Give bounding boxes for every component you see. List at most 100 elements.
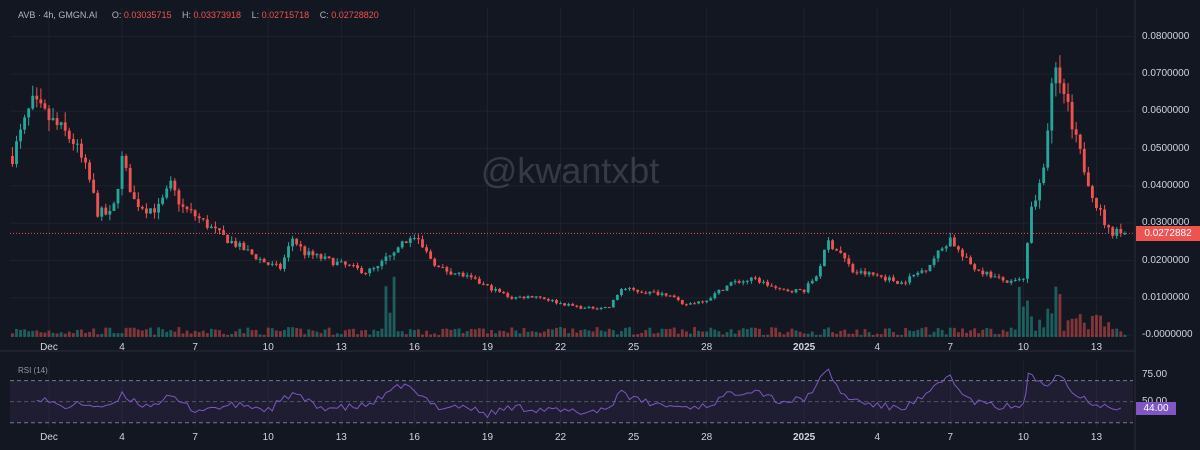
- volume-bar: [892, 332, 895, 337]
- close-key: C:: [319, 10, 329, 20]
- volume-bar: [67, 331, 71, 337]
- rsi-x-tick-label: 22: [554, 432, 567, 443]
- candle: [559, 303, 562, 305]
- candle: [1058, 67, 1062, 84]
- x-tick-label: Dec: [40, 342, 58, 353]
- volume-bar: [932, 331, 936, 337]
- candle: [786, 289, 790, 292]
- volume-bar: [287, 327, 290, 337]
- volume-bar: [648, 327, 652, 337]
- volume-bar: [136, 329, 140, 337]
- candle: [364, 273, 368, 275]
- volume-bar: [347, 329, 351, 337]
- volume-bar: [494, 333, 497, 337]
- candle: [226, 234, 230, 243]
- volume-bar: [981, 329, 985, 337]
- volume-bar: [1021, 306, 1025, 337]
- candle: [433, 258, 437, 266]
- candle: [453, 273, 457, 275]
- volume-bar: [575, 332, 579, 337]
- candle: [498, 288, 502, 292]
- candle: [128, 167, 132, 193]
- x-tick-label: 4: [119, 342, 125, 353]
- candle: [867, 272, 871, 275]
- volume-bar: [1054, 286, 1058, 337]
- candle: [713, 293, 717, 299]
- volume-bar: [376, 330, 380, 337]
- candle: [124, 155, 128, 168]
- candle: [31, 95, 35, 109]
- volume-bar: [1086, 329, 1090, 337]
- candle: [680, 300, 684, 305]
- volume-bar: [896, 334, 899, 337]
- candle: [43, 103, 47, 109]
- candle: [514, 297, 518, 299]
- candle: [628, 287, 631, 289]
- candle: [1026, 242, 1029, 279]
- volume-bar: [835, 333, 839, 337]
- volume-bar: [1066, 320, 1070, 337]
- candle: [672, 295, 676, 298]
- candle: [327, 256, 331, 258]
- candle: [981, 270, 985, 275]
- candle: [887, 277, 891, 281]
- candle: [291, 238, 294, 247]
- volume-bar: [887, 328, 891, 337]
- volume-bar: [1042, 327, 1046, 337]
- rsi-x-tick-label: 10: [1017, 432, 1029, 443]
- candle: [100, 207, 104, 217]
- candle: [486, 284, 489, 286]
- volume-bar: [818, 334, 822, 337]
- candle: [331, 257, 335, 266]
- volume-bar: [944, 334, 948, 337]
- candle: [879, 275, 883, 277]
- volume-bar: [441, 328, 445, 337]
- candle: [218, 228, 221, 231]
- volume-bar: [977, 333, 981, 337]
- candle: [165, 188, 169, 198]
- volume-bar: [266, 327, 270, 337]
- candle: [977, 269, 981, 271]
- volume-bar: [948, 327, 952, 337]
- volume-bar: [396, 331, 400, 337]
- volume-bar: [104, 327, 108, 337]
- high-value: 0.03373918: [193, 10, 242, 20]
- volume-bar: [352, 328, 355, 337]
- candle: [283, 257, 286, 269]
- candle: [806, 283, 810, 293]
- volume-bar: [165, 331, 169, 337]
- volume-bar: [364, 329, 368, 337]
- candle: [1099, 208, 1102, 210]
- volume-bar: [871, 334, 875, 337]
- volume-bar: [84, 332, 87, 337]
- candle: [1034, 200, 1037, 207]
- candle: [465, 275, 469, 277]
- candle: [534, 296, 538, 298]
- volume-bar: [713, 329, 717, 337]
- rsi-x-tick-label: 4: [119, 432, 125, 443]
- candle: [924, 270, 928, 272]
- volume-bar: [997, 334, 1001, 337]
- close-value: 0.02728820: [331, 10, 379, 20]
- candle: [1062, 83, 1066, 95]
- volume-bar: [579, 330, 583, 337]
- candle: [404, 241, 408, 243]
- candle: [603, 307, 607, 309]
- candle: [59, 122, 63, 126]
- volume-bar: [758, 328, 761, 337]
- candle: [400, 241, 404, 248]
- volume-bar: [1070, 318, 1074, 337]
- volume-bar: [697, 330, 700, 337]
- candle: [396, 247, 400, 253]
- candle: [343, 261, 347, 265]
- volume-bar: [733, 333, 737, 337]
- y-tick-label: -0.0000000: [1142, 329, 1193, 341]
- candle: [169, 180, 173, 189]
- candle: [506, 293, 510, 297]
- candle: [457, 272, 461, 274]
- candle: [571, 303, 575, 306]
- candle: [71, 139, 75, 145]
- volume-bar: [1115, 328, 1119, 337]
- volume-bar: [71, 333, 75, 337]
- symbol-label: AVB · 4h, GMGN.AI: [18, 10, 98, 20]
